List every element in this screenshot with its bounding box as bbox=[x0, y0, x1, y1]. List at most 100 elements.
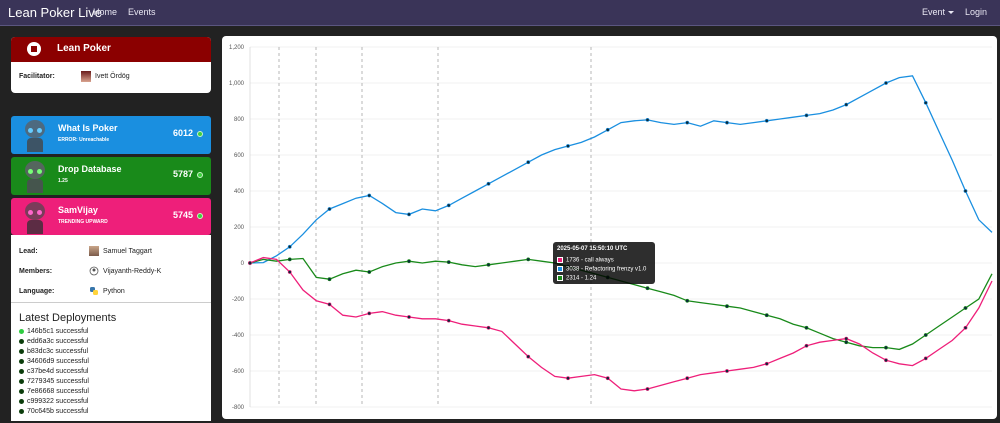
facilitator-row: Facilitator: Ivett Ördög bbox=[11, 62, 211, 93]
data-point bbox=[367, 193, 372, 198]
deployment-item[interactable]: 7279345 successful bbox=[19, 378, 89, 385]
deployment-label: c999322 successful bbox=[27, 398, 89, 405]
team-details: Lead: Samuel Taggart Members: Vijayanth-… bbox=[11, 235, 211, 421]
tooltip-label: 2314 - 1.24 bbox=[566, 275, 597, 282]
data-point bbox=[407, 212, 411, 217]
player-score: 6012 bbox=[172, 128, 193, 138]
brand-link[interactable]: Lean Poker Live bbox=[8, 5, 102, 20]
data-point bbox=[884, 345, 888, 350]
y-tick-label: 0 bbox=[241, 261, 245, 267]
deployment-item[interactable]: 146b5c1 successful bbox=[19, 328, 88, 335]
data-point bbox=[605, 127, 610, 132]
deployment-status-icon bbox=[19, 358, 24, 364]
data-point bbox=[884, 81, 888, 85]
team-card: Lean Poker Facilitator: Ivett Ördög bbox=[11, 37, 211, 93]
data-point bbox=[923, 356, 928, 361]
data-point bbox=[923, 100, 928, 105]
data-point bbox=[526, 354, 531, 359]
robot-avatar-icon bbox=[21, 200, 49, 234]
data-point bbox=[287, 270, 292, 274]
deployment-status-icon bbox=[19, 398, 24, 404]
deployment-item[interactable]: 7e86668 successful bbox=[19, 388, 89, 395]
series-points bbox=[248, 81, 968, 391]
player-status: 1.25 bbox=[58, 178, 68, 184]
deployment-status-icon bbox=[19, 338, 24, 344]
player-status: ERROR: Unreachable bbox=[58, 137, 110, 143]
tooltip-swatch bbox=[557, 266, 563, 272]
data-point bbox=[486, 262, 491, 267]
player-name: Drop Database bbox=[58, 164, 122, 174]
deployment-item[interactable]: 34606d9 successful bbox=[19, 358, 89, 365]
data-point bbox=[446, 203, 451, 208]
deployment-status-icon bbox=[19, 368, 24, 374]
data-point bbox=[923, 333, 928, 337]
data-point bbox=[804, 325, 809, 330]
tooltip-swatch bbox=[557, 275, 563, 281]
player-card-what-is-poker[interactable]: What Is Poker ERROR: Unreachable 6012 bbox=[11, 116, 211, 154]
score-chart[interactable]: 1,200 1,000 800 600 400 200 0 -200 -400 -600 -800 bbox=[222, 36, 997, 419]
data-point bbox=[963, 306, 968, 310]
data-point bbox=[963, 189, 968, 193]
deployment-item[interactable]: c37be4d successful bbox=[19, 368, 88, 375]
data-point bbox=[764, 118, 769, 123]
tooltip-entry: 2314 - 1.24 bbox=[557, 275, 596, 282]
data-point bbox=[725, 120, 729, 125]
player-name: SamVijay bbox=[58, 205, 98, 215]
data-point bbox=[407, 259, 411, 264]
event-dropdown[interactable]: Event bbox=[922, 7, 955, 17]
data-point bbox=[566, 376, 570, 381]
deployment-label: 7279345 successful bbox=[27, 378, 89, 385]
data-point bbox=[327, 302, 332, 307]
y-tick-label: 1,000 bbox=[229, 81, 245, 87]
lead-name[interactable]: Samuel Taggart bbox=[103, 248, 152, 255]
data-point bbox=[248, 261, 252, 265]
y-tick-label: -400 bbox=[232, 333, 245, 339]
data-point bbox=[287, 257, 292, 262]
stop-icon[interactable] bbox=[27, 42, 41, 56]
deployment-label: edd6a3c successful bbox=[27, 338, 89, 345]
data-point bbox=[367, 311, 372, 316]
data-point bbox=[804, 113, 809, 118]
deployment-label: 7e86668 successful bbox=[27, 388, 89, 395]
facilitator-avatar bbox=[81, 71, 91, 82]
data-point bbox=[367, 270, 372, 274]
language-name: Python bbox=[103, 288, 125, 295]
deployment-item[interactable]: 70c645b successful bbox=[19, 408, 88, 415]
y-tick-label: 600 bbox=[234, 153, 245, 159]
team-title: Lean Poker bbox=[57, 43, 111, 54]
data-point bbox=[446, 318, 451, 323]
deployment-item[interactable]: edd6a3c successful bbox=[19, 338, 88, 345]
series-line-0 bbox=[249, 75, 993, 264]
series-lines bbox=[249, 75, 993, 392]
deployment-label: 34606d9 successful bbox=[27, 358, 89, 365]
lead-label: Lead: bbox=[19, 248, 38, 255]
member-name[interactable]: Vijayanth-Reddy-K bbox=[103, 268, 162, 275]
deployment-item[interactable]: c999322 successful bbox=[19, 398, 88, 405]
data-point bbox=[526, 160, 531, 165]
login-link[interactable]: Login bbox=[965, 7, 988, 17]
nav-events-link[interactable]: Events bbox=[128, 7, 156, 17]
nav-home-link[interactable]: Home bbox=[93, 7, 118, 17]
data-point bbox=[645, 118, 650, 122]
online-status-icon bbox=[197, 213, 203, 219]
data-point bbox=[566, 144, 570, 148]
data-point bbox=[526, 257, 531, 262]
data-point bbox=[446, 260, 451, 265]
y-tick-label: 400 bbox=[234, 189, 245, 195]
data-point bbox=[725, 369, 729, 373]
player-status: TRENDING UPWARD bbox=[58, 219, 108, 225]
player-name: What Is Poker bbox=[58, 123, 118, 133]
player-card-samvijay[interactable]: SamVijay TRENDING UPWARD 5745 bbox=[11, 198, 211, 235]
score-chart-panel: 1,200 1,000 800 600 400 200 0 -200 -400 -600 -800 … bbox=[222, 36, 997, 419]
online-status-icon bbox=[197, 131, 203, 137]
deployment-status-icon bbox=[19, 378, 24, 384]
data-point bbox=[645, 286, 650, 291]
round-markers bbox=[278, 47, 592, 407]
player-card-drop-database[interactable]: Drop Database 1.25 5787 bbox=[11, 157, 211, 195]
robot-avatar-icon bbox=[21, 159, 49, 193]
divider bbox=[11, 302, 211, 303]
deployment-status-icon bbox=[19, 388, 24, 394]
data-point bbox=[844, 102, 849, 107]
deployment-item[interactable]: b83dc3c successful bbox=[19, 348, 88, 355]
facilitator-name: Ivett Ördög bbox=[95, 73, 130, 80]
